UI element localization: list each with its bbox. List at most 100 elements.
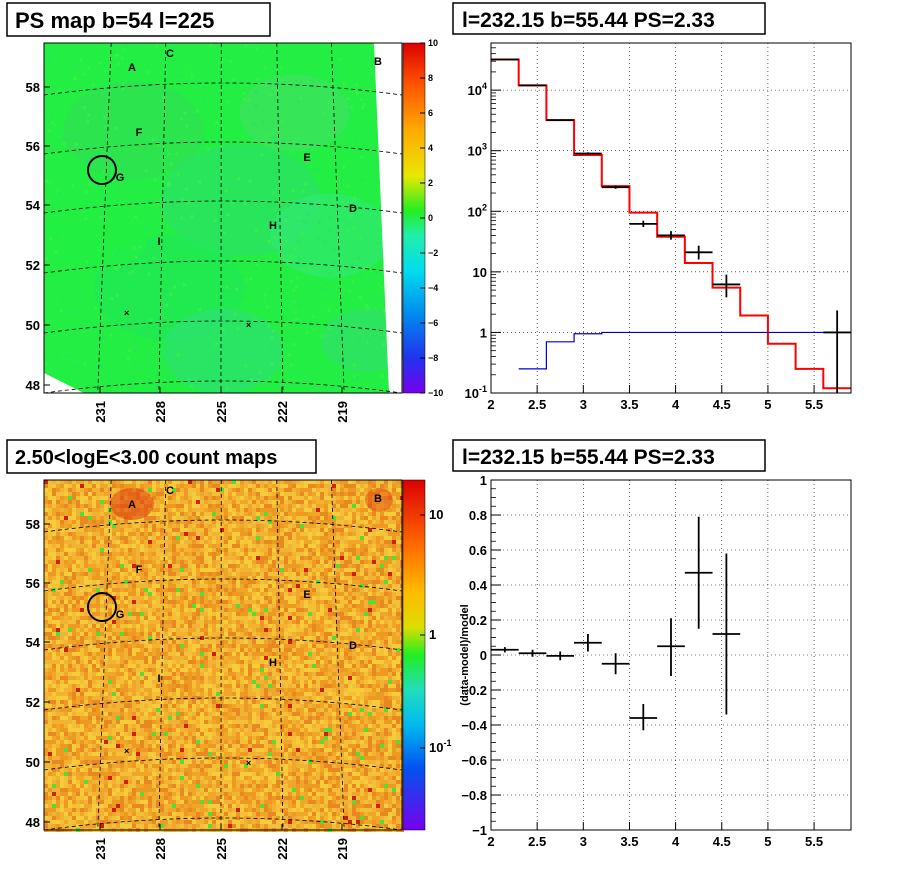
residuals-title: l=232.15 b=55.44 PS=2.33 [462,446,715,469]
colorbar-tick-label: −2 [428,248,438,258]
ps-map-colorbar [403,43,425,393]
source-label: G [116,609,125,621]
y-tick-label: 48 [26,815,40,830]
x-tick-label: 2 [487,834,494,849]
x-tick-label: 2 [487,397,494,412]
spectrum-data-point [546,119,575,122]
ps-map-panel: PS map b=54 l=225 A B C D E F G H I × × 10 8 6 4 2 0 −… [6,2,443,423]
background-model-line [518,331,851,370]
latitude-line [43,519,403,533]
y-tick-label: 52 [26,258,40,273]
residual-data-point [491,647,519,653]
spectrum-data-point [601,185,630,189]
longitude-line [276,42,284,394]
longitude-line [97,479,112,831]
spectrum-data-point [684,245,713,260]
source-label: A [128,499,136,511]
x-tick-label: 231 [93,838,108,860]
x-tick-label: 222 [275,401,290,423]
ps-map-frame [43,42,403,394]
colorbar-tick-label: −6 [428,318,438,328]
spectrum-data-point [823,310,851,393]
source-label: D [349,203,357,215]
y-tick-label: 50 [26,318,40,333]
longitude-line [330,42,345,394]
spectrum-data-point [574,152,602,155]
x-tick-label: 5 [764,834,771,849]
count-map-colorbar [403,480,425,830]
colorbar-tick-label: 10 [428,38,438,48]
x-tick-label: 228 [153,401,168,423]
x-tick-label: 4 [672,834,680,849]
y-tick-label: 58 [26,80,40,95]
residual-data-point [684,516,713,629]
x-tick-label: 3.5 [620,397,638,412]
source-label: B [374,56,382,68]
count-map-cross-marker: × [246,758,251,768]
y-tick-label: 56 [26,139,40,154]
longitude-line [158,479,167,831]
source-label: A [128,62,136,74]
y-tick-label: 1 [480,325,487,340]
ps-map-roi-circle [87,155,117,185]
spectrum-title: l=232.15 b=55.44 PS=2.33 [462,9,715,32]
y-tick-label: 56 [26,576,40,591]
y-tick-label: 58 [26,517,40,532]
x-tick-label: 222 [275,838,290,860]
colorbar-tick-label: 10 [429,507,443,522]
ps-map-source-labels: A B C D E F G H I [116,48,382,248]
spectrum-data-point [712,274,741,298]
latitude-line [43,320,403,334]
spectrum-data-point [491,58,519,61]
colorbar-tick-label: −10 [428,388,443,398]
x-tick-label: 225 [214,838,229,860]
ps-map-texture [44,43,412,393]
source-label: H [269,657,277,669]
x-tick-label: 219 [335,401,350,423]
residual-data-point [518,649,547,657]
longitude-line [276,479,284,831]
colorbar-tick-label: 8 [428,73,433,83]
count-map-texture [44,480,404,832]
colorbar-tick-label: 6 [428,108,433,118]
latitude-line [43,757,403,771]
ps-map-coord-grid [43,42,403,394]
residual-data-point [574,634,602,652]
y-tick-label: 0.6 [469,543,487,558]
y-tick-label: 102 [468,202,487,219]
colorbar-tick-label: 0 [428,213,433,223]
spectrum-data-point [657,231,685,240]
x-tick-label: 219 [335,838,350,860]
source-label: H [269,220,277,232]
source-label: B [374,493,382,505]
y-tick-label: 0 [480,648,487,663]
latitude-line [43,200,403,214]
latitude-line [43,817,403,831]
y-tick-label: 54 [26,198,41,213]
x-tick-label: 4.5 [713,834,731,849]
colorbar-tick-label: −4 [428,283,438,293]
x-tick-label: 4 [672,397,680,412]
source-label: G [116,172,125,184]
residuals-y-axis-label: (data-model)/model [459,604,471,705]
y-tick-label: 54 [26,635,41,650]
latitude-line [43,260,403,274]
source-label: D [349,640,357,652]
spectrum-title-box [452,2,766,35]
y-tick-label: 0.2 [469,613,487,628]
residual-data-point [657,618,685,676]
count-map-y-ticks: 48 50 52 54 56 58 [26,517,50,830]
spectrum-panel: l=232.15 b=55.44 PS=2.33 2 2.5 3 3.5 4 4.5 5 5.… [452,2,852,412]
count-map-title-box [6,439,317,474]
x-tick-label: 5 [764,397,771,412]
latitude-line [43,697,403,711]
x-tick-label: 225 [214,401,229,423]
y-tick-label: 10 [473,265,487,280]
colorbar-tick-label: 1 [429,627,436,642]
y-tick-label: 50 [26,755,40,770]
source-label: E [303,589,310,601]
source-label: F [136,127,143,139]
y-tick-label: 52 [26,695,40,710]
residuals-plot: 2 2.5 3 3.5 4 4.5 5 5.5 −1 −0.8 −0.6 −0.4 −0.2 0 0.2 0.… [461,473,852,849]
